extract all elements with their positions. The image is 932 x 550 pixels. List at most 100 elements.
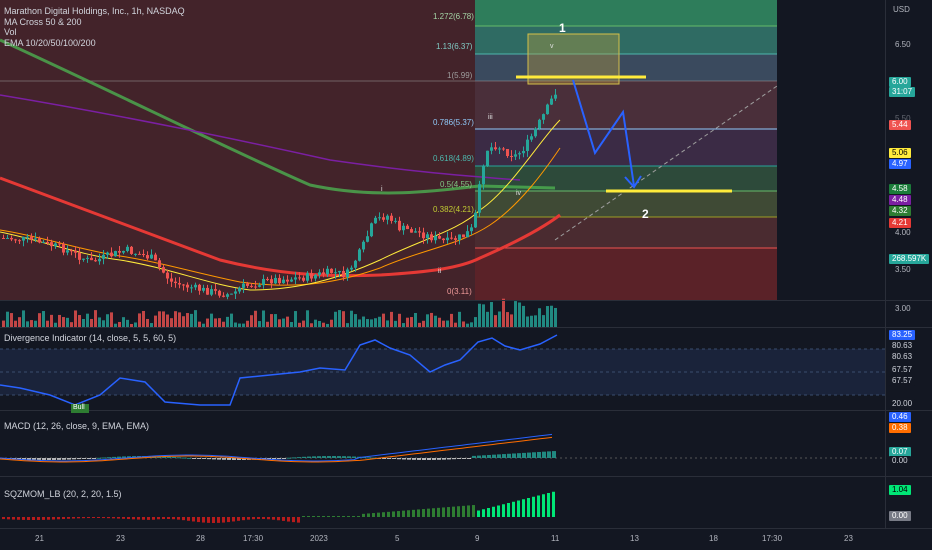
volume-bar xyxy=(274,314,277,327)
sqzmom-bar xyxy=(507,503,510,517)
volume-tag: 268.597K xyxy=(889,254,930,264)
candle xyxy=(290,277,293,283)
volume-bar xyxy=(378,316,381,327)
candle xyxy=(162,264,165,274)
volume-bar xyxy=(198,321,201,327)
sqzmom-bar xyxy=(512,501,515,517)
candle xyxy=(494,141,497,151)
macd-bar xyxy=(62,458,66,460)
macd-bar xyxy=(162,456,166,458)
fib-label-05: 0.5(4.55) xyxy=(440,180,473,189)
candle xyxy=(22,236,25,247)
candle xyxy=(414,228,417,233)
macd-label[interactable]: MACD (12, 26, close, 9, EMA, EMA) xyxy=(4,421,150,431)
volume-bar xyxy=(166,314,169,327)
candle xyxy=(286,275,289,285)
sqzmom-bar xyxy=(12,517,15,520)
volume-bar xyxy=(170,318,173,327)
sqzmom-bar xyxy=(382,512,385,517)
candle xyxy=(538,118,541,131)
volume-bar xyxy=(386,320,389,327)
candle xyxy=(258,282,261,288)
sqzmom-bar xyxy=(177,517,180,520)
sqzmom-bar xyxy=(307,516,310,517)
volume-bar xyxy=(154,315,157,327)
volume-bar xyxy=(134,322,137,327)
divergence-level: 20.00 xyxy=(889,399,916,409)
volume-bar xyxy=(522,305,525,327)
sqzmom-bar xyxy=(342,516,345,517)
candle xyxy=(486,150,489,168)
macd-bar xyxy=(277,458,281,459)
candle xyxy=(18,239,21,244)
macd-bar xyxy=(437,458,441,460)
macd-bar xyxy=(412,458,416,460)
sqzmom-bar xyxy=(472,505,475,517)
macd-bar xyxy=(337,456,341,458)
sqzmom-histogram xyxy=(2,491,555,523)
macd-bar xyxy=(57,458,61,460)
volume-bar xyxy=(250,315,253,327)
candle xyxy=(14,238,17,244)
sqzmom-bar xyxy=(272,517,275,520)
trend-dashed-line xyxy=(554,85,778,241)
volume-bar xyxy=(338,310,341,327)
macd-bar xyxy=(417,458,421,460)
macd-bar xyxy=(542,451,546,458)
volume-bar xyxy=(254,310,257,327)
bull-label: Bull xyxy=(73,404,85,411)
macd-bar xyxy=(367,457,371,459)
currency-label[interactable]: USD xyxy=(893,5,910,14)
macd-bar xyxy=(442,458,446,460)
volume-bar xyxy=(534,315,537,327)
sqzmom-bar xyxy=(77,517,80,519)
macd-bar xyxy=(497,454,501,458)
candle xyxy=(526,134,529,157)
sqzmom-bar xyxy=(292,517,295,523)
candle xyxy=(466,225,469,238)
sqzmom-bar xyxy=(67,517,70,519)
macd-bar xyxy=(467,458,471,459)
sqzmom-bar xyxy=(532,496,535,517)
volume-bar xyxy=(394,320,397,327)
volume-bar xyxy=(414,312,417,327)
candle xyxy=(46,236,49,246)
candle xyxy=(442,238,445,244)
symbol-title[interactable]: Marathon Digital Holdings, Inc., 1h, NAS… xyxy=(4,6,185,16)
sqzmom-bar xyxy=(2,517,5,520)
sqzmom-label[interactable]: SQZMOM_LB (20, 2, 20, 1.5) xyxy=(4,489,122,499)
signal-line xyxy=(0,436,553,463)
macd-bar xyxy=(502,454,506,458)
divergence-label[interactable]: Divergence Indicator (14, close, 5, 5, 6… xyxy=(4,333,177,343)
ma-cross-label[interactable]: MA Cross 50 & 200 xyxy=(4,16,82,27)
macd-bar xyxy=(77,458,81,460)
macd-bar xyxy=(402,458,406,460)
macd-bar xyxy=(487,454,491,458)
volume-bar xyxy=(430,312,433,327)
candle xyxy=(126,244,129,253)
macd-bar xyxy=(407,458,411,460)
macd-bar xyxy=(72,458,76,460)
macd-bar xyxy=(382,458,386,459)
macd-bar xyxy=(52,458,56,460)
volume-bar xyxy=(226,316,229,327)
candle xyxy=(174,277,177,288)
candle xyxy=(482,164,485,190)
macd-bar xyxy=(202,458,206,459)
macd-bar xyxy=(537,451,541,458)
sqzmom-bar xyxy=(332,516,335,517)
ema-label[interactable]: EMA 10/20/50/100/200 xyxy=(4,37,96,48)
volume-bar xyxy=(202,323,205,327)
candle xyxy=(346,267,349,281)
sqzmom-bar xyxy=(222,517,225,523)
candle xyxy=(138,251,141,255)
candle xyxy=(502,146,505,151)
macd-bar xyxy=(17,458,21,460)
volume-label[interactable]: Vol xyxy=(4,27,17,38)
candle xyxy=(254,280,257,290)
volume-bar xyxy=(258,321,261,327)
volume-bar xyxy=(130,323,133,327)
macd-bar xyxy=(232,458,236,460)
volume-bar xyxy=(462,321,465,327)
